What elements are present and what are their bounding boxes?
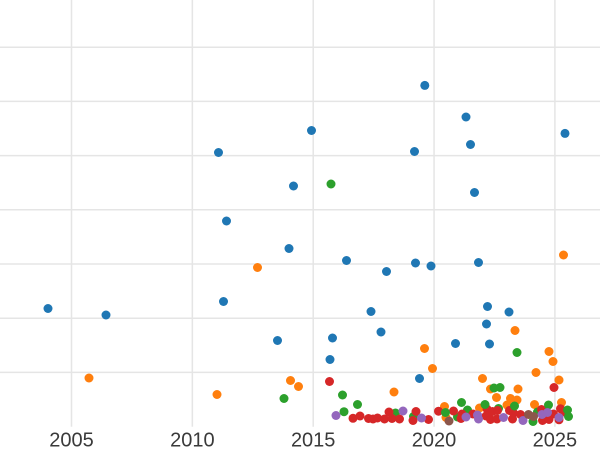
svg-text:2005: 2005	[49, 430, 94, 450]
svg-text:2025: 2025	[533, 430, 578, 450]
svg-text:2010: 2010	[170, 430, 215, 450]
svg-text:2015: 2015	[291, 430, 336, 450]
svg-text:2020: 2020	[412, 430, 457, 450]
